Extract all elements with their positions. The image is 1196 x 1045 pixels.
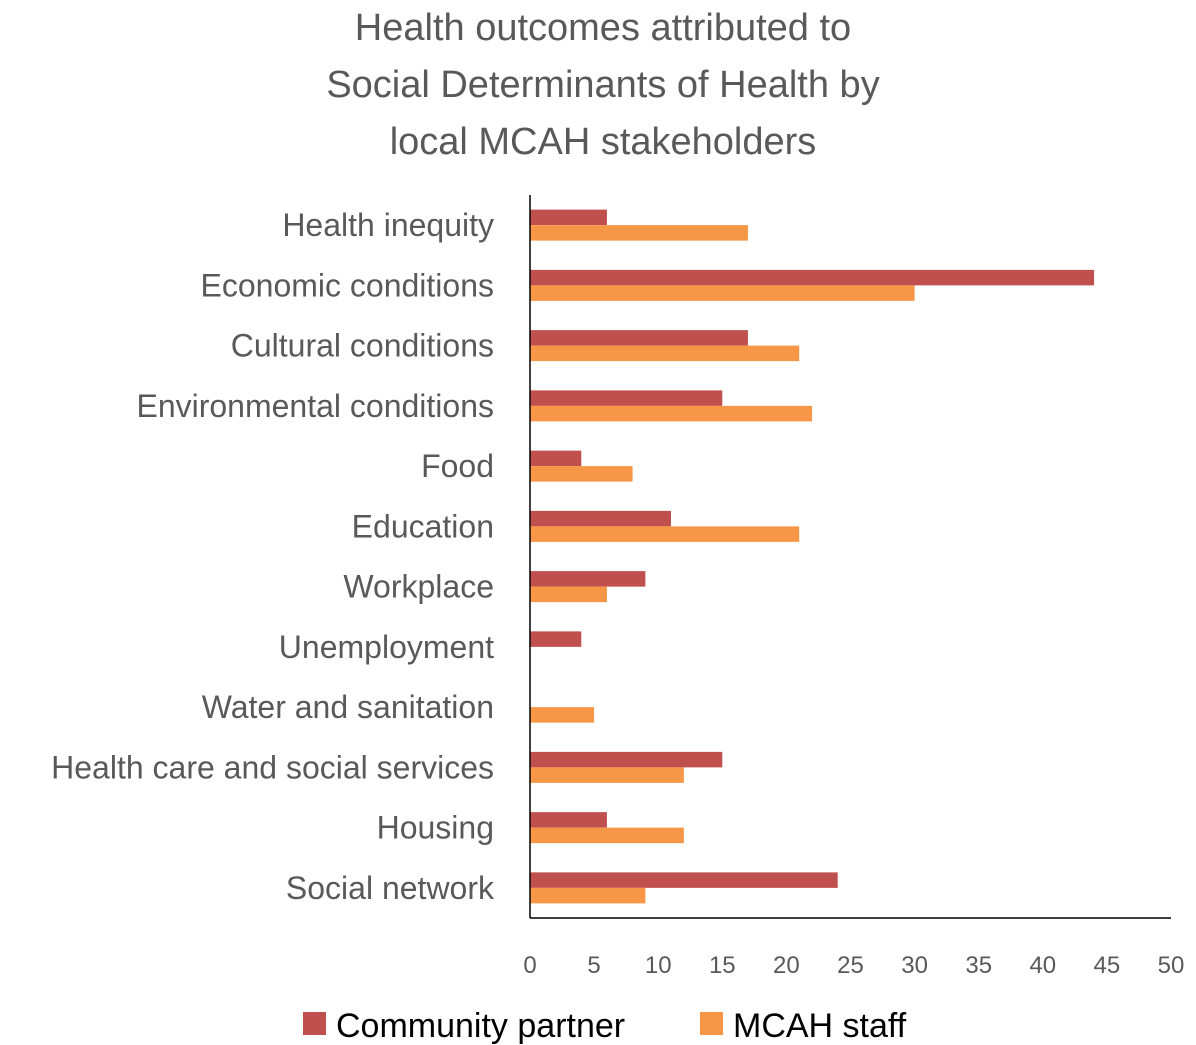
- chart-title: Health outcomes attributed to Social Det…: [326, 7, 879, 163]
- legend-swatch: [700, 1012, 723, 1035]
- x-tick-label: 25: [837, 952, 864, 979]
- category-label: Environmental conditions: [136, 388, 494, 424]
- category-label: Cultural conditions: [231, 328, 494, 364]
- bar-mcah-staff: [530, 526, 800, 542]
- bar-mcah-staff: [530, 827, 684, 844]
- x-tick-labels: 0 5 10 15 20 25 30 35 40 45 50: [523, 952, 1184, 979]
- category-label: Education: [352, 508, 494, 544]
- bar-community-partner: [530, 330, 748, 346]
- x-tick-label: 40: [1029, 952, 1056, 979]
- legend: Community partner MCAH staff: [303, 1007, 907, 1045]
- chart-title-line-1: Health outcomes attributed to: [355, 7, 851, 49]
- bar-mcah-staff: [530, 466, 633, 482]
- bar-community-partner: [530, 209, 607, 226]
- x-tick-label: 20: [773, 952, 800, 979]
- category-label: Economic conditions: [201, 267, 494, 303]
- x-tick-label: 30: [901, 952, 928, 979]
- category-label: Health inequity: [282, 207, 494, 243]
- category-label: Water and sanitation: [202, 689, 494, 725]
- x-tick-label: 45: [1094, 952, 1121, 979]
- bar-mcah-staff: [530, 405, 813, 422]
- x-tick-label: 5: [587, 952, 600, 979]
- category-labels: Health inequity Economic conditions Cultur…: [51, 207, 495, 906]
- x-tick-label: 0: [523, 952, 536, 979]
- category-label: Food: [421, 448, 494, 484]
- bar-mcah-staff: [530, 285, 915, 301]
- category-label: Social network: [286, 870, 495, 906]
- category-label: Unemployment: [279, 629, 494, 665]
- bar-community-partner: [530, 631, 582, 647]
- bar-mcah-staff: [530, 887, 646, 904]
- chart-title-line-3: local MCAH stakeholders: [390, 121, 817, 163]
- bar-community-partner: [530, 812, 607, 828]
- x-tick-label: 10: [645, 952, 672, 979]
- bar-community-partner: [530, 751, 723, 768]
- x-tick-label: 15: [709, 952, 736, 979]
- category-label: Workplace: [343, 569, 494, 605]
- x-tick-label: 50: [1158, 952, 1185, 979]
- x-tick-label: 35: [965, 952, 992, 979]
- bar-community-partner: [530, 390, 723, 406]
- category-label: Health care and social services: [51, 749, 494, 785]
- bar-community-partner: [530, 450, 582, 467]
- legend-swatch: [303, 1012, 326, 1035]
- bar-community-partner: [530, 510, 672, 527]
- bar-community-partner: [530, 872, 838, 888]
- legend-label: Community partner: [336, 1007, 625, 1045]
- bar-community-partner: [530, 269, 1095, 286]
- bar-community-partner: [530, 571, 646, 587]
- bar-mcah-staff: [530, 767, 684, 783]
- bar-mcah-staff: [530, 586, 607, 603]
- bar-mcah-staff: [530, 707, 595, 723]
- legend-label: MCAH staff: [733, 1007, 907, 1045]
- bar-mcah-staff: [530, 345, 800, 362]
- bars-group: [530, 209, 1095, 904]
- chart-title-line-2: Social Determinants of Health by: [326, 64, 879, 106]
- bar-mcah-staff: [530, 225, 748, 241]
- category-label: Housing: [377, 810, 494, 846]
